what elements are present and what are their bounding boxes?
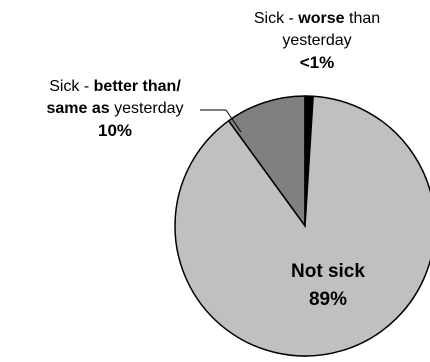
label-notsick-value: 89% [308, 289, 348, 310]
label-sick-better: Sick - better than/ same as yesterday 10… [10, 76, 220, 142]
pie-slice-not-sick [174, 95, 430, 357]
label-sick-worse: Sick - worse than yesterday <1% [212, 8, 422, 74]
label-better-prefix: Sick - [49, 78, 94, 95]
label-better-value: 10% [97, 121, 133, 140]
label-better-bold2: same as [46, 100, 110, 117]
label-worse-prefix: Sick - [253, 10, 299, 27]
label-better-bold1: better than/ [93, 78, 181, 95]
label-notsick-name: Not sick [291, 261, 365, 282]
label-worse-value: <1% [299, 53, 335, 72]
leader-line-better-2 [225, 109, 242, 133]
label-not-sick: Not sick 89% [268, 258, 388, 314]
label-worse-suffix: than [344, 10, 381, 27]
label-worse-line2: yesterday [282, 32, 352, 49]
label-worse-bold: worse [298, 10, 345, 27]
label-better-suffix: yesterday [109, 100, 184, 117]
pie-slice-sick-better-than-same-as-yesterday [227, 95, 306, 229]
